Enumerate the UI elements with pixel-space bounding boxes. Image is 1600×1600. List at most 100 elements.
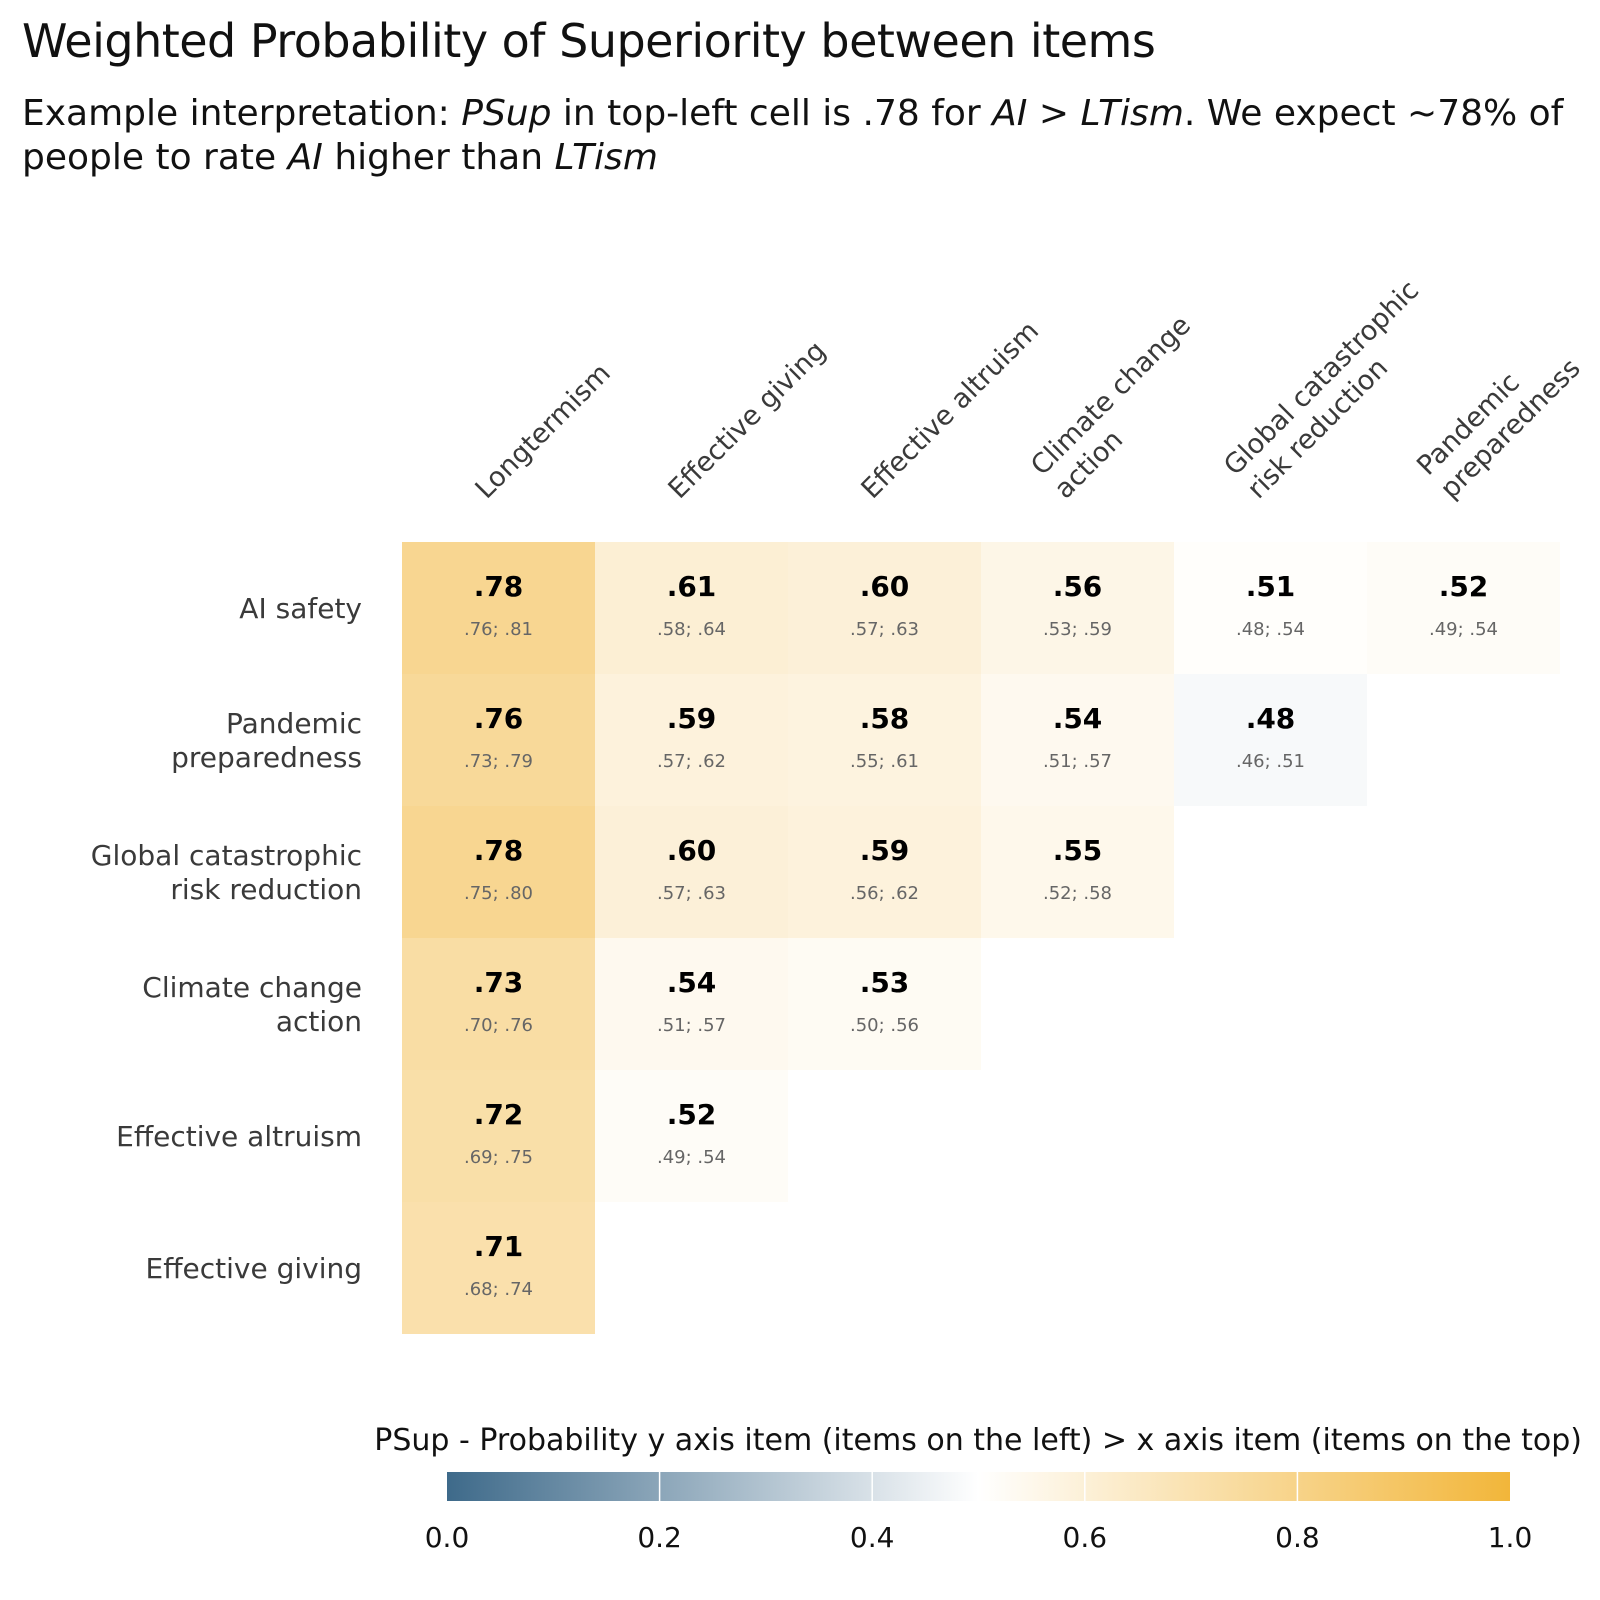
y-axis-labels: AI safety Pandemic preparedness Global cata… (91, 592, 362, 1285)
subtitle-ltism: LTism (1080, 93, 1184, 134)
legend-title: PSup - Probability y axis item (items on… (374, 1423, 1582, 1458)
heatmap-cell (1174, 674, 1367, 806)
subtitle-text: > (1027, 93, 1081, 134)
heatmap-cells: .78 .76; .81 .61 .58; .64 .60 .57; .63 .56 .53;… (402, 542, 1560, 1334)
heatmap-cell (1367, 542, 1560, 674)
cell-value-label: .52 (1439, 570, 1489, 603)
y-axis-label: AI safety (239, 592, 362, 625)
cell-ci-label: .69; .75 (464, 1147, 533, 1168)
heatmap-cell (1174, 542, 1367, 674)
cell-value-label: .72 (474, 1098, 524, 1131)
x-axis-label: Climate changeaction (1025, 310, 1220, 505)
legend-tick-label: 0.0 (425, 1521, 470, 1554)
heatmap-cell (788, 938, 981, 1070)
heatmap-cell (981, 674, 1174, 806)
subtitle-ai: AI (992, 93, 1028, 134)
cell-ci-label: .56; .62 (850, 883, 919, 904)
chart-subtitle: Example interpretation: PSup in top-left… (22, 92, 1582, 180)
heatmap-cell (402, 542, 595, 674)
cell-ci-label: .68; .74 (464, 1279, 533, 1300)
cell-ci-label: .57; .63 (657, 883, 726, 904)
heatmap-cell (402, 1202, 595, 1334)
cell-value-label: .76 (474, 702, 524, 735)
heatmap-cell (595, 1070, 788, 1202)
cell-ci-label: .51; .57 (657, 1015, 726, 1036)
chart-title: Weighted Probability of Superiority betw… (22, 14, 1156, 68)
cell-ci-label: .75; .80 (464, 883, 533, 904)
x-axis-label: Effective giving (663, 335, 833, 505)
legend-colorbar (447, 1472, 1510, 1501)
cell-value-label: .54 (667, 966, 717, 999)
heatmap-cell (595, 542, 788, 674)
subtitle-ai: AI (287, 137, 323, 178)
cell-value-label: .53 (860, 966, 910, 999)
x-axis-label: Effective altruism (856, 315, 1046, 505)
cell-value-label: .59 (667, 702, 717, 735)
cell-ci-label: .49; .54 (1429, 619, 1498, 640)
color-legend: PSup - Probability y axis item (items on… (374, 1423, 1582, 1554)
x-axis-label: Global catastrophicrisk reduction (1218, 275, 1448, 505)
cell-ci-label: .46; .51 (1236, 751, 1305, 772)
cell-value-label: .78 (474, 570, 524, 603)
x-axis-labels: Longtermism Effective giving Effective alt… (470, 275, 1587, 505)
subtitle-ltism: LTism (554, 137, 658, 178)
cell-ci-label: .53; .59 (1043, 619, 1112, 640)
heatmap-cell (402, 674, 595, 806)
cell-ci-label: .57; .62 (657, 751, 726, 772)
heatmap-cell (402, 1070, 595, 1202)
cell-ci-label: .58; .64 (657, 619, 726, 640)
heatmap-cell (981, 806, 1174, 938)
cell-value-label: .60 (860, 570, 910, 603)
heatmap-cell (788, 806, 981, 938)
x-axis-label: Pandemicpreparedness (1411, 330, 1586, 505)
legend-tick-label: 0.2 (637, 1521, 682, 1554)
legend-tick-label: 1.0 (1488, 1521, 1533, 1554)
cell-value-label: .59 (860, 834, 910, 867)
x-axis-label: Longtermism (470, 358, 617, 505)
cell-ci-label: .55; .61 (850, 751, 919, 772)
heatmap-cell (981, 542, 1174, 674)
cell-ci-label: .57; .63 (850, 619, 919, 640)
cell-value-label: .73 (474, 966, 524, 999)
y-axis-label: Climate change action (142, 971, 362, 1038)
cell-value-label: .48 (1246, 702, 1296, 735)
heatmap-cell (788, 542, 981, 674)
cell-ci-label: .49; .54 (657, 1147, 726, 1168)
subtitle-text: in top-left cell is .78 for (551, 93, 993, 134)
cell-value-label: .56 (1053, 570, 1103, 603)
y-axis-label: Effective altruism (116, 1120, 362, 1153)
heatmap-cell (788, 674, 981, 806)
cell-ci-label: .50; .56 (850, 1015, 919, 1036)
cell-value-label: .51 (1246, 570, 1296, 603)
heatmap-cell (595, 806, 788, 938)
cell-value-label: .61 (667, 570, 717, 603)
cell-value-label: .71 (474, 1230, 524, 1263)
legend-tick-label: 0.4 (850, 1521, 895, 1554)
cell-value-label: .55 (1053, 834, 1103, 867)
cell-value-label: .60 (667, 834, 717, 867)
heatmap-cell (595, 674, 788, 806)
cell-ci-label: .52; .58 (1043, 883, 1112, 904)
cell-ci-label: .70; .76 (464, 1015, 533, 1036)
heatmap-cell (402, 938, 595, 1070)
heatmap-cell (402, 806, 595, 938)
subtitle-psup: PSup (461, 93, 552, 134)
y-axis-label: Global catastrophic risk reduction (91, 839, 362, 906)
cell-value-label: .58 (860, 702, 910, 735)
legend-tick-label: 0.6 (1063, 1521, 1108, 1554)
y-axis-label: Effective giving (146, 1252, 362, 1285)
heatmap-cell (595, 938, 788, 1070)
cell-ci-label: .51; .57 (1043, 751, 1112, 772)
cell-ci-label: .73; .79 (464, 751, 533, 772)
subtitle-text: Example interpretation: (22, 93, 462, 134)
subtitle-text: higher than (322, 137, 555, 178)
legend-tick-label: 0.8 (1275, 1521, 1320, 1554)
cell-value-label: .52 (667, 1098, 717, 1131)
cell-value-label: .78 (474, 834, 524, 867)
subtitle-text: . We expect ~78% of people to rate (22, 93, 1564, 178)
y-axis-label: Pandemic preparedness (171, 707, 362, 774)
cell-ci-label: .48; .54 (1236, 619, 1305, 640)
cell-value-label: .54 (1053, 702, 1103, 735)
cell-ci-label: .76; .81 (464, 619, 533, 640)
